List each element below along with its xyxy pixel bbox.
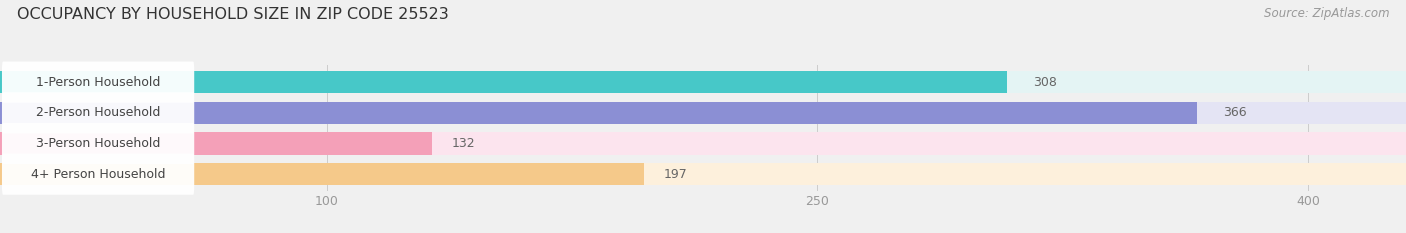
Bar — [0, 132, 1406, 154]
Text: 308: 308 — [1033, 76, 1057, 89]
Bar — [0, 102, 1197, 124]
Bar — [0, 163, 644, 185]
FancyBboxPatch shape — [1, 92, 194, 133]
Text: 366: 366 — [1223, 106, 1247, 119]
FancyBboxPatch shape — [1, 62, 194, 103]
Text: Source: ZipAtlas.com: Source: ZipAtlas.com — [1264, 7, 1389, 20]
Bar — [0, 102, 1406, 124]
FancyBboxPatch shape — [1, 154, 194, 195]
Bar — [0, 163, 1406, 185]
Bar — [0, 71, 1406, 93]
Bar — [0, 71, 1007, 93]
Text: 3-Person Household: 3-Person Household — [37, 137, 160, 150]
Text: 132: 132 — [451, 137, 475, 150]
Text: 2-Person Household: 2-Person Household — [37, 106, 160, 119]
Text: 4+ Person Household: 4+ Person Household — [31, 168, 166, 181]
Text: 197: 197 — [664, 168, 688, 181]
Text: OCCUPANCY BY HOUSEHOLD SIZE IN ZIP CODE 25523: OCCUPANCY BY HOUSEHOLD SIZE IN ZIP CODE … — [17, 7, 449, 22]
FancyBboxPatch shape — [1, 123, 194, 164]
Text: 1-Person Household: 1-Person Household — [37, 76, 160, 89]
Bar — [0, 132, 432, 154]
